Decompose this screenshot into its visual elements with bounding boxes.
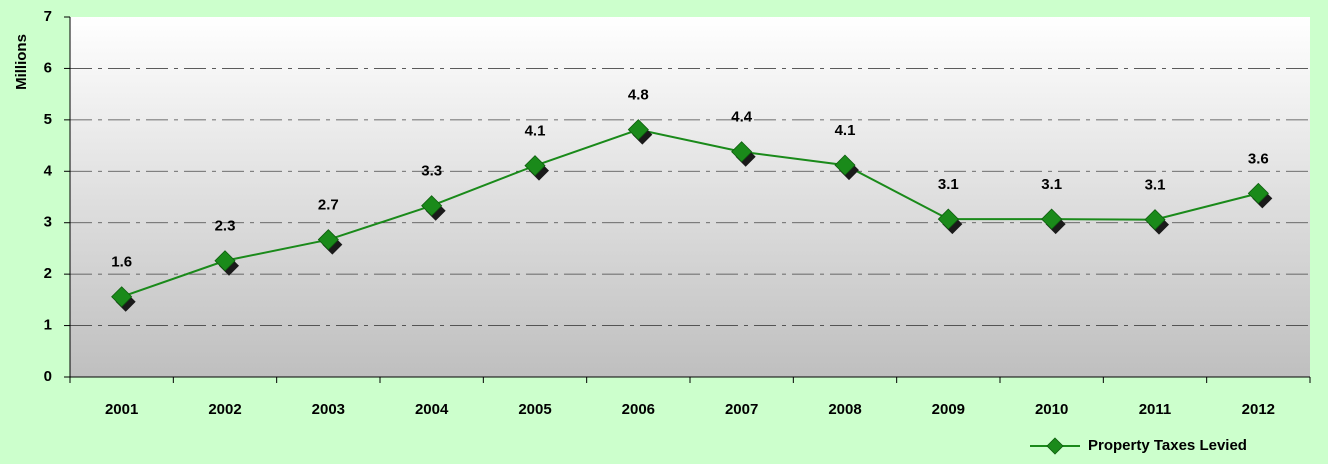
y-tick-label: 1	[44, 317, 52, 334]
data-point	[214, 250, 236, 272]
data-label: 4.1	[525, 123, 546, 140]
y-axis-label: Millions	[13, 34, 30, 90]
data-label: 3.1	[1041, 176, 1062, 193]
data-point	[1144, 209, 1166, 231]
data-point	[731, 141, 753, 163]
x-tick-label: 2010	[1035, 401, 1068, 418]
data-label: 2.3	[215, 218, 236, 235]
y-tick-label: 5	[44, 111, 52, 128]
x-tick-label: 2005	[518, 401, 551, 418]
x-tick-label: 2001	[105, 401, 138, 418]
data-point	[111, 286, 133, 308]
x-tick-label: 2006	[622, 401, 655, 418]
x-tick-label: 2009	[932, 401, 965, 418]
data-point	[317, 229, 339, 251]
data-point	[1041, 208, 1063, 230]
y-tick-label: 6	[44, 59, 52, 76]
x-tick-label: 2004	[415, 401, 449, 418]
legend-marker	[1046, 437, 1064, 455]
series-line	[121, 128, 1259, 298]
data-label: 3.1	[1145, 177, 1166, 194]
data-point	[524, 155, 546, 177]
y-tick-label: 7	[44, 8, 52, 25]
legend: Property Taxes Levied	[1030, 437, 1247, 455]
y-tick-label: 2	[44, 265, 52, 282]
data-point	[937, 208, 959, 230]
x-tick-label: 2003	[312, 401, 345, 418]
x-tick-label: 2002	[208, 401, 241, 418]
data-label: 4.8	[628, 87, 649, 104]
y-tick-label: 3	[44, 214, 52, 231]
data-label: 4.1	[835, 122, 856, 139]
plot-area	[70, 17, 1310, 377]
data-label: 2.7	[318, 197, 339, 214]
legend-label: Property Taxes Levied	[1088, 437, 1247, 454]
data-point	[834, 154, 856, 176]
data-label: 4.4	[731, 109, 753, 126]
data-label: 3.3	[421, 163, 442, 180]
data-label: 3.1	[938, 176, 959, 193]
x-tick-label: 2011	[1139, 401, 1172, 418]
data-point	[1247, 182, 1269, 204]
data-label: 1.6	[111, 254, 132, 271]
data-label: 3.6	[1248, 150, 1269, 167]
y-tick-label: 4	[44, 162, 53, 179]
y-tick-label: 0	[44, 368, 52, 385]
x-tick-label: 2008	[828, 401, 861, 418]
x-tick-label: 2007	[725, 401, 758, 418]
data-point	[627, 119, 649, 141]
data-point	[421, 195, 443, 217]
x-tick-label: 2012	[1242, 401, 1275, 418]
